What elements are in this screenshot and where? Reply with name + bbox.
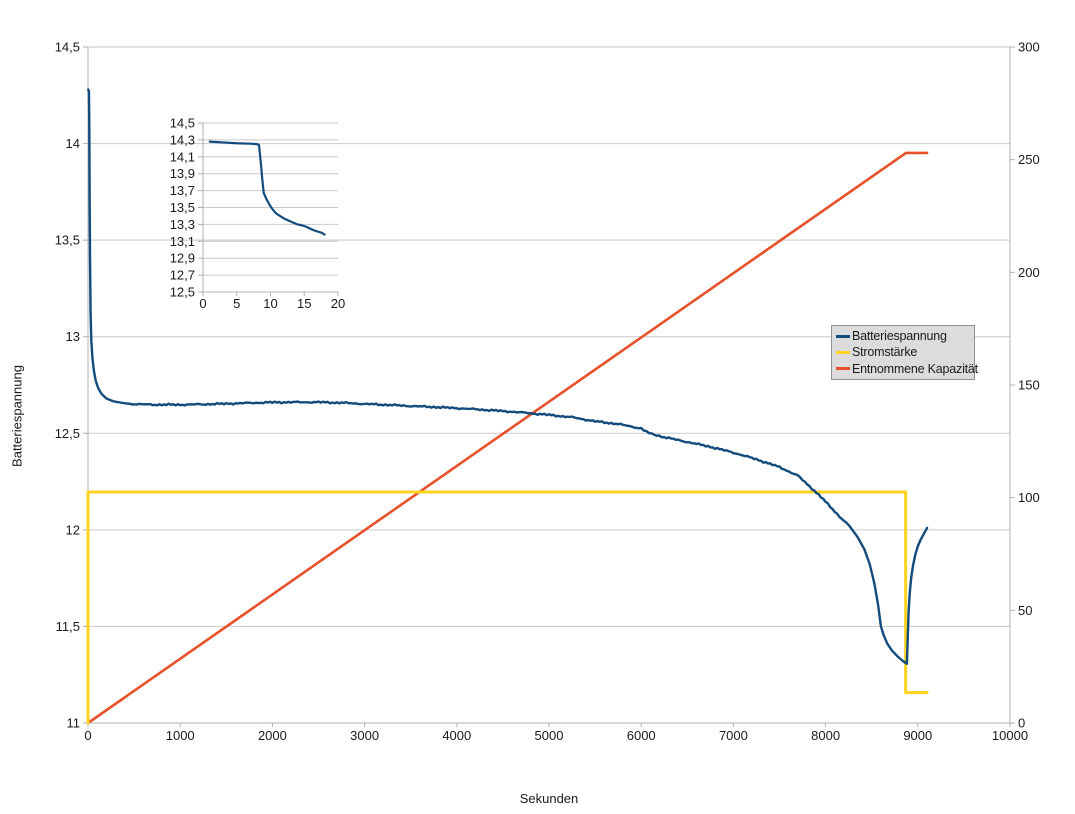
svg-text:11: 11 xyxy=(67,716,81,731)
svg-text:12: 12 xyxy=(66,522,80,537)
svg-text:14,1: 14,1 xyxy=(170,149,195,164)
legend: Batteriespannung Stromstärke Entnommene … xyxy=(831,325,978,380)
svg-text:12,7: 12,7 xyxy=(170,268,195,283)
svg-text:4000: 4000 xyxy=(442,728,471,743)
main-tick-labels: 14,51413,51312,51211,5113002502001501005… xyxy=(55,40,1040,744)
svg-text:14,3: 14,3 xyxy=(170,132,195,147)
series-batteriespannung xyxy=(87,88,929,665)
legend-item: Batteriespannung xyxy=(836,328,974,344)
svg-text:13,1: 13,1 xyxy=(170,234,195,249)
svg-text:50: 50 xyxy=(1018,603,1032,618)
svg-text:12,5: 12,5 xyxy=(170,285,195,300)
svg-text:9000: 9000 xyxy=(903,728,932,743)
svg-text:13: 13 xyxy=(66,329,80,344)
svg-text:13,9: 13,9 xyxy=(170,166,195,181)
legend-item-label: Entnommene Kapazität xyxy=(852,361,978,376)
inset-grid xyxy=(203,122,338,276)
svg-text:13,7: 13,7 xyxy=(170,183,195,198)
series-batteriespannung xyxy=(208,140,326,236)
svg-text:14: 14 xyxy=(66,136,80,151)
legend-swatch-entnommene-kapazitaet xyxy=(836,367,850,371)
svg-text:0: 0 xyxy=(84,728,91,743)
svg-text:13,5: 13,5 xyxy=(55,233,80,248)
svg-text:300: 300 xyxy=(1018,40,1040,55)
svg-text:13,5: 13,5 xyxy=(170,200,195,215)
svg-text:11,5: 11,5 xyxy=(56,619,80,634)
svg-text:1000: 1000 xyxy=(166,728,195,743)
legend-swatch-stromstaerke xyxy=(836,350,850,354)
legend-item: Entnommene Kapazität xyxy=(836,361,978,377)
svg-text:8000: 8000 xyxy=(811,728,840,743)
svg-text:200: 200 xyxy=(1018,265,1040,280)
svg-text:5: 5 xyxy=(233,296,240,311)
svg-text:100: 100 xyxy=(1018,490,1040,505)
series-entnommene-kapazit-t xyxy=(86,151,929,725)
inset-tick-labels: 14,514,3 14,1 13,9 13,7 13,5 13,3 13,1 12,9 12,7… xyxy=(170,116,346,312)
svg-text:2000: 2000 xyxy=(258,728,287,743)
x-axis-title: Sekunden xyxy=(519,791,579,806)
svg-text:0: 0 xyxy=(1018,716,1025,731)
main-axes xyxy=(83,46,1015,727)
legend-item-label: Batteriespannung xyxy=(852,329,947,344)
inset-series xyxy=(208,140,326,236)
svg-text:5000: 5000 xyxy=(535,728,564,743)
svg-text:7000: 7000 xyxy=(719,728,748,743)
legend-item-label: Stromstärke xyxy=(852,345,918,360)
svg-text:20: 20 xyxy=(331,296,345,311)
svg-text:6000: 6000 xyxy=(627,728,656,743)
svg-text:10000: 10000 xyxy=(992,728,1028,743)
svg-text:3000: 3000 xyxy=(350,728,379,743)
main-series xyxy=(86,88,929,725)
svg-text:12,5: 12,5 xyxy=(55,426,80,441)
inset-chart: 14,514,3 14,1 13,9 13,7 13,5 13,3 13,1 12,9 12,7… xyxy=(170,116,346,312)
svg-text:0: 0 xyxy=(199,296,206,311)
svg-text:10: 10 xyxy=(263,296,277,311)
y-axis-title: Batteriespannung xyxy=(9,365,25,467)
series-stromst-rke xyxy=(86,490,929,725)
svg-text:14,5: 14,5 xyxy=(170,116,195,131)
main-chart: 14,51413,51312,51211,5113002502001501005… xyxy=(55,40,1040,744)
inset-axes xyxy=(198,122,339,296)
legend-swatch-batteriespannung xyxy=(836,334,850,338)
svg-text:12,9: 12,9 xyxy=(170,251,195,266)
svg-text:150: 150 xyxy=(1018,378,1040,393)
svg-text:15: 15 xyxy=(297,296,311,311)
svg-text:13,3: 13,3 xyxy=(170,217,195,232)
svg-text:250: 250 xyxy=(1018,152,1040,167)
legend-item: Stromstärke xyxy=(836,344,974,360)
svg-text:14,5: 14,5 xyxy=(55,40,80,55)
